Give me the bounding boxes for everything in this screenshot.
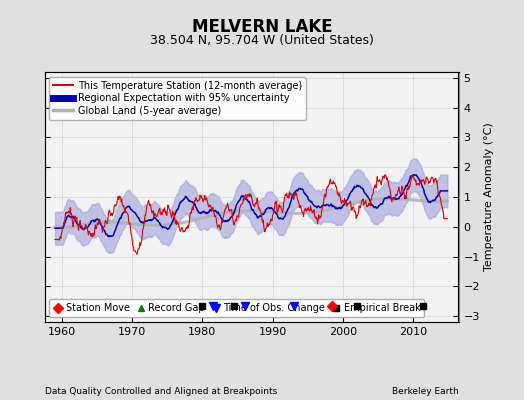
Text: 38.504 N, 95.704 W (United States): 38.504 N, 95.704 W (United States): [150, 34, 374, 47]
Y-axis label: Temperature Anomaly (°C): Temperature Anomaly (°C): [484, 123, 494, 271]
Legend: Station Move, Record Gap, Time of Obs. Change, Empirical Break: Station Move, Record Gap, Time of Obs. C…: [49, 299, 424, 317]
Text: Berkeley Earth: Berkeley Earth: [392, 387, 458, 396]
Text: Data Quality Controlled and Aligned at Breakpoints: Data Quality Controlled and Aligned at B…: [45, 387, 277, 396]
Text: MELVERN LAKE: MELVERN LAKE: [192, 18, 332, 36]
